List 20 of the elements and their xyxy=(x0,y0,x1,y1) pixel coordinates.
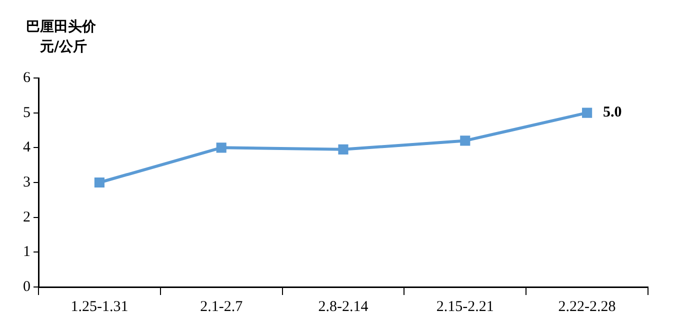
point xyxy=(338,144,348,154)
y-tick-label: 1 xyxy=(23,244,30,260)
point xyxy=(460,136,470,146)
y-tick-label: 5 xyxy=(23,104,30,121)
y-axis-title: 元/公斤 xyxy=(40,38,88,56)
y-tick-label: 2 xyxy=(23,209,30,226)
x-tick-label: 1.25-1.31 xyxy=(70,298,128,315)
x-tick-label: 2.22-2.28 xyxy=(558,298,616,315)
y-tick-label: 0 xyxy=(23,278,30,295)
chart-title: 巴厘田头价 xyxy=(26,18,96,36)
x-tick-label: 2.15-2.21 xyxy=(436,298,494,315)
point xyxy=(94,177,104,188)
y-tick-label: 6 xyxy=(23,70,31,86)
point xyxy=(582,108,592,118)
y-tick-label: 3 xyxy=(23,174,30,190)
y-tick-label: 4 xyxy=(23,140,31,156)
x-tick-label: 2.8-2.14 xyxy=(318,298,369,315)
point xyxy=(216,142,226,153)
data-label: 5.0 xyxy=(603,104,622,121)
x-tick-label: 2.1-2.7 xyxy=(200,298,244,315)
